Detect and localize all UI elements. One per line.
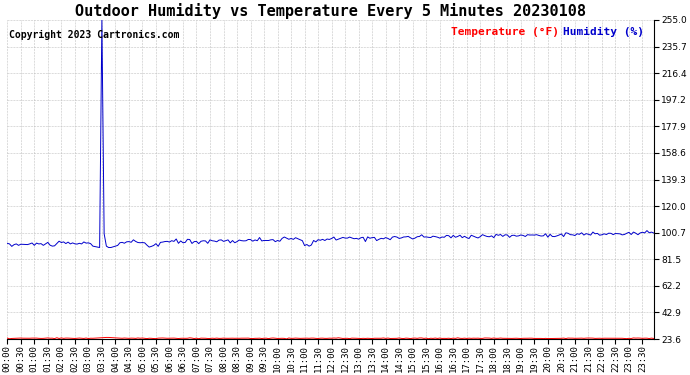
Humidity (%) (649, 231, 658, 235)
Temperature (°F) (649, 336, 658, 341)
Line: Temperature (°F): Temperature (°F) (8, 338, 653, 339)
Temperature (°F) (102, 335, 110, 340)
Humidity (%) (578, 231, 586, 235)
Legend: Temperature (°F), Humidity (%): Temperature (°F), Humidity (%) (447, 22, 648, 41)
Temperature (°F) (551, 336, 559, 341)
Humidity (%) (98, 18, 106, 22)
Humidity (%) (95, 245, 104, 250)
Text: Copyright 2023 Cartronics.com: Copyright 2023 Cartronics.com (8, 30, 179, 39)
Temperature (°F) (282, 337, 290, 341)
Humidity (%) (59, 240, 68, 244)
Temperature (°F) (59, 336, 68, 340)
Humidity (%) (598, 232, 606, 237)
Temperature (°F) (3, 336, 12, 340)
Humidity (%) (551, 234, 559, 239)
Temperature (°F) (334, 336, 342, 340)
Humidity (%) (562, 231, 570, 235)
Title: Outdoor Humidity vs Temperature Every 5 Minutes 20230108: Outdoor Humidity vs Temperature Every 5 … (75, 3, 586, 19)
Line: Humidity (%): Humidity (%) (8, 20, 653, 248)
Temperature (°F) (598, 336, 606, 340)
Temperature (°F) (578, 336, 586, 340)
Temperature (°F) (562, 336, 570, 341)
Humidity (%) (334, 237, 342, 242)
Humidity (%) (3, 241, 12, 246)
